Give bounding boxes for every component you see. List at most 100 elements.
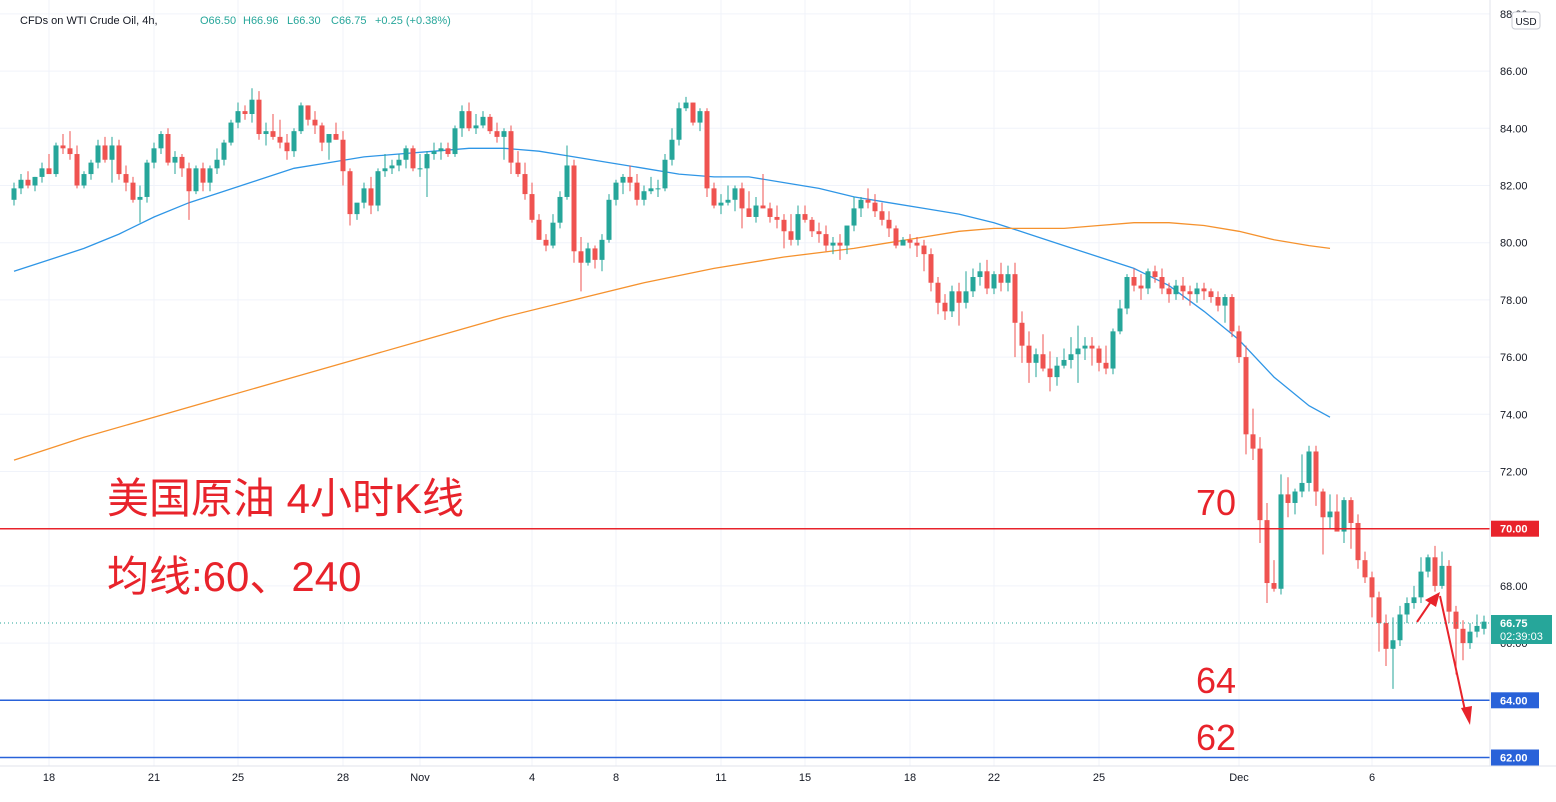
candle-body: [1201, 288, 1207, 292]
candle-body: [935, 282, 941, 303]
time-tick-label: Dec: [1229, 772, 1249, 784]
last-price-tag: [1491, 615, 1552, 644]
symbol-title[interactable]: CFDs on WTI Crude Oil, 4h,: [20, 15, 158, 27]
candle-body: [109, 145, 115, 160]
candle-body: [648, 188, 654, 192]
candle-body: [1432, 557, 1438, 586]
candle-body: [172, 156, 178, 163]
moving-average-ma240: [13, 222, 1331, 461]
candle-body: [452, 128, 458, 155]
ohlc-change: +0.25 (+0.38%): [375, 15, 451, 27]
last-price-countdown: 02:39:03: [1500, 631, 1543, 643]
candle-body: [487, 116, 493, 132]
candle-body: [1313, 451, 1319, 492]
currency-badge[interactable]: [1511, 11, 1541, 30]
time-axis-background[interactable]: [0, 766, 1490, 797]
candle-body: [921, 245, 927, 255]
candle-body: [998, 274, 1004, 283]
candle-body: [865, 199, 871, 203]
level-label-70: 70: [1196, 482, 1236, 523]
chart-annotation-subtitle: 均线:60、240: [107, 553, 361, 600]
candle-body: [571, 165, 577, 252]
price-axis-background[interactable]: [1490, 0, 1556, 766]
candle-body: [1166, 288, 1172, 295]
candle-body: [1194, 288, 1200, 295]
candle-body: [1467, 631, 1473, 644]
candle-body: [81, 174, 87, 186]
candle-body: [466, 111, 472, 129]
candle-body: [886, 219, 892, 229]
candle-body: [1222, 297, 1228, 306]
candle-body: [662, 159, 668, 189]
candle-body: [606, 199, 612, 240]
candle-body: [781, 219, 787, 232]
candle-body: [1264, 520, 1270, 584]
candle-body: [942, 302, 948, 312]
candle-body: [1089, 345, 1095, 349]
candle-body: [844, 225, 850, 246]
candle-body: [11, 188, 17, 200]
candle-body: [53, 145, 59, 175]
ohlc-low: L66.30: [287, 15, 321, 27]
candle-body: [95, 145, 101, 163]
candle-body: [1418, 571, 1424, 598]
candle-body: [1334, 511, 1340, 532]
candle-body: [879, 211, 885, 220]
candle-body: [354, 202, 360, 215]
candle-body: [165, 134, 171, 163]
candle-body: [802, 214, 808, 220]
candle-body: [347, 171, 353, 215]
candle-body: [690, 102, 696, 123]
candle-body: [403, 148, 409, 160]
currency-label: USD: [1515, 17, 1536, 28]
candle-body: [1229, 297, 1235, 332]
time-tick-label: 4: [529, 772, 535, 784]
candle-body: [144, 162, 150, 197]
candle-body: [263, 131, 269, 135]
candle-body: [1110, 331, 1116, 369]
price-tick-label: 74.00: [1500, 409, 1528, 421]
candle-body: [1061, 359, 1067, 366]
candle-body: [669, 139, 675, 160]
candle-body: [1481, 621, 1487, 629]
level-tag-64.00: [1491, 692, 1539, 709]
candle-body: [655, 188, 661, 190]
candle-body: [1145, 271, 1151, 289]
candle-body: [1103, 362, 1109, 369]
candle-body: [711, 188, 717, 206]
candle-body: [550, 222, 556, 246]
level-label-64: 64: [1196, 660, 1236, 701]
candle-body: [795, 214, 801, 240]
candle-body: [634, 182, 640, 200]
candle-body: [515, 162, 521, 175]
candle-body: [130, 182, 136, 200]
grid-layer: [0, 0, 1490, 766]
candle-body: [1446, 565, 1452, 612]
candle-body: [368, 188, 374, 206]
candle-body: [158, 134, 164, 149]
candle-body: [1124, 277, 1130, 309]
candle-body: [1320, 491, 1326, 518]
level-tag-label: 64.00: [1500, 695, 1528, 707]
candle-body: [893, 228, 899, 246]
candle-body: [774, 216, 780, 220]
candle-body: [1040, 354, 1046, 369]
ohlc-high: H66.96: [243, 15, 278, 27]
time-tick-label: 18: [904, 772, 916, 784]
candle-body: [1348, 500, 1354, 523]
candle-body: [46, 168, 52, 175]
candle-body: [557, 196, 563, 223]
candle-body: [858, 199, 864, 209]
candle-body: [872, 202, 878, 212]
candle-body: [704, 111, 710, 189]
candle-body: [74, 154, 80, 186]
candle-body: [1390, 640, 1396, 649]
candle-body: [725, 199, 731, 203]
time-tick-label: 6: [1369, 772, 1375, 784]
candle-body: [1096, 348, 1102, 363]
candle-body: [214, 159, 220, 169]
candle-body: [536, 219, 542, 240]
candle-body: [186, 168, 192, 192]
candle-body: [326, 134, 332, 143]
candle-body: [788, 231, 794, 240]
